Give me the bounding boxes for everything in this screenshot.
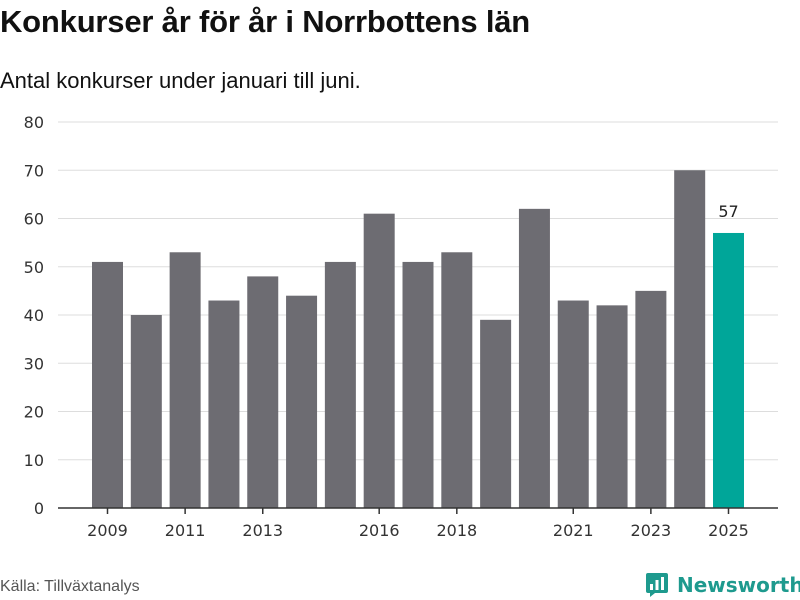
- bar-2019: [480, 319, 512, 508]
- x-tick-label-2016: 2016: [359, 521, 400, 540]
- y-tick-label-70: 70: [24, 161, 44, 180]
- bar-2023: [635, 290, 667, 508]
- x-tick-label-2018: 2018: [436, 521, 477, 540]
- bar-2017: [402, 261, 434, 508]
- bars: [92, 170, 744, 509]
- labels: 0 10 20 30 40 50 60 70 80 2009 2011 2013 2016 2018 202…: [24, 113, 749, 540]
- y-tick-label-50: 50: [24, 258, 44, 277]
- bar-2014: [286, 295, 318, 508]
- bar-2025: [713, 232, 744, 508]
- y-tick-label-0: 0: [34, 499, 44, 518]
- x-tick-label-2023: 2023: [631, 521, 672, 540]
- x-tick-label-2025: 2025: [708, 521, 749, 540]
- bar-2018: [441, 252, 473, 508]
- y-tick-label-40: 40: [24, 306, 44, 325]
- bar-chart: 0 10 20 30 40 50 60 70 80 2009 2011 2013 2016 2018 202…: [24, 113, 778, 540]
- chart-subtitle: Antal konkurser under januari till juni.: [0, 68, 361, 93]
- bar-2016: [363, 213, 395, 509]
- data-label-2025: 57: [718, 202, 738, 221]
- bar-2022: [596, 305, 628, 508]
- bar-2011: [169, 252, 201, 508]
- chart-title: Konkurser år för år i Norrbottens län: [0, 4, 531, 39]
- x-tick-label-2021: 2021: [553, 521, 594, 540]
- bar-2024: [674, 170, 706, 508]
- bar-2010: [130, 315, 162, 508]
- x-tick-label-2009: 2009: [87, 521, 128, 540]
- bar-2009: [92, 261, 123, 508]
- bar-2013: [247, 276, 279, 508]
- y-tick-label-20: 20: [24, 403, 44, 422]
- y-tick-label-30: 30: [24, 354, 44, 373]
- newsworthy-logo-icon: [646, 573, 668, 597]
- source-note: Källa: Tillväxtanalys: [0, 578, 140, 595]
- x-tick-label-2011: 2011: [165, 521, 206, 540]
- x-tick-label-2013: 2013: [242, 521, 283, 540]
- y-tick-label-10: 10: [24, 451, 44, 470]
- y-tick-label-60: 60: [24, 210, 44, 229]
- brand-name: Newsworthy: [677, 573, 800, 597]
- y-tick-label-80: 80: [24, 113, 44, 132]
- bar-2015: [324, 261, 356, 508]
- bar-2020: [518, 208, 550, 508]
- bar-2012: [208, 300, 240, 508]
- bar-2021: [557, 300, 589, 508]
- brand-logo: Newsworthy: [645, 570, 800, 600]
- axes: [58, 507, 778, 514]
